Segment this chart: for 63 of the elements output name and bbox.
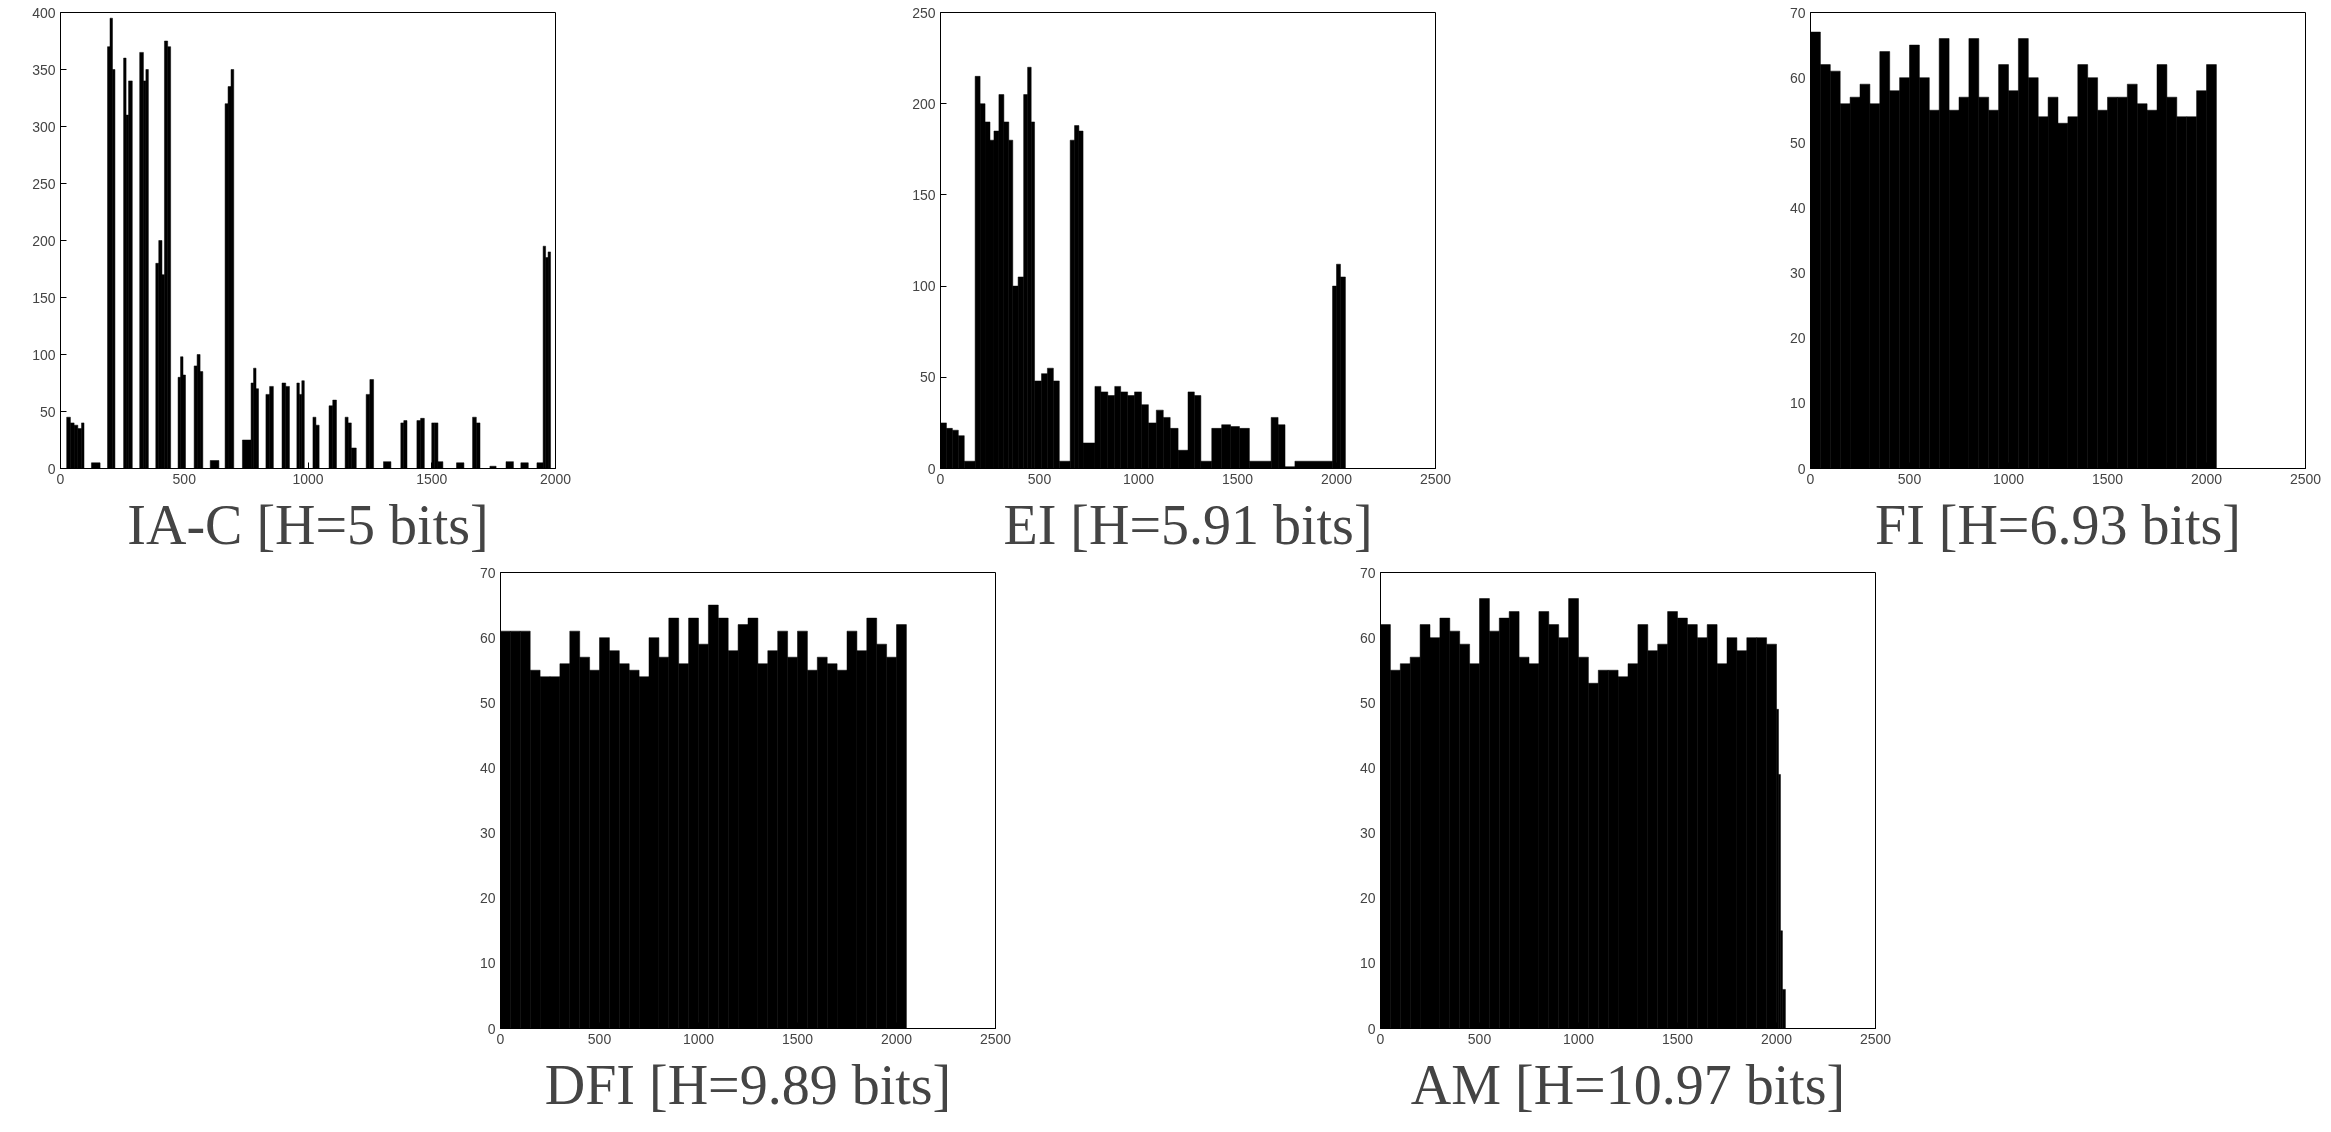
- text: DFI [H=9.89 bits]: [544, 1053, 952, 1116]
- y-tick-label: 60: [479, 629, 496, 646]
- y-tick-label: 40: [1789, 199, 1806, 216]
- x-tick-label: 1000: [682, 1030, 715, 1047]
- x-tick-label: 2500: [979, 1030, 1012, 1047]
- text: IA-C [H=5 bits]: [127, 493, 489, 556]
- x-tick-label: 500: [1467, 1030, 1492, 1047]
- x-tick-label: 2500: [1859, 1030, 1892, 1047]
- x-tick-label: 2000: [1320, 470, 1353, 487]
- y-tick-label: 50: [39, 403, 56, 420]
- y-tick-label: 200: [32, 232, 56, 249]
- y-tick-label: 150: [912, 186, 936, 203]
- y-tick-label: 20: [1359, 890, 1376, 907]
- y-tick-label: 250: [912, 4, 936, 21]
- y-tick-label: 30: [1789, 265, 1806, 282]
- x-tick-label: 1500: [781, 1030, 814, 1047]
- x-tick-label: 500: [172, 470, 197, 487]
- y-tick-label: 100: [912, 278, 936, 295]
- y-tick-label: 60: [1359, 629, 1376, 646]
- x-tick-label: 2000: [2190, 470, 2223, 487]
- x-tick-label: 1500: [1221, 470, 1254, 487]
- x-tick-label: 1000: [292, 470, 324, 487]
- x-tick-label: 1000: [1562, 1030, 1595, 1047]
- y-tick-label: 10: [1789, 395, 1806, 412]
- text: EI [H=5.91 bits]: [1003, 493, 1373, 556]
- y-tick-label: 70: [1359, 564, 1376, 581]
- x-tick-label: 500: [587, 1030, 612, 1047]
- x-tick-label: 500: [1027, 470, 1052, 487]
- x-tick-label: 2500: [2289, 470, 2322, 487]
- y-tick-label: 50: [1789, 134, 1806, 151]
- y-tick-label: 70: [1789, 4, 1806, 21]
- x-tick-label: 2000: [539, 470, 572, 487]
- y-tick-label: 400: [32, 4, 56, 21]
- y-tick-label: 10: [1359, 955, 1376, 972]
- y-tick-label: 150: [32, 289, 56, 306]
- y-tick-label: 40: [479, 759, 496, 776]
- x-tick-label: 1500: [2091, 470, 2124, 487]
- x-tick-label: 1500: [416, 470, 448, 487]
- x-tick-label: 1000: [1122, 470, 1155, 487]
- x-tick-label: 2000: [1760, 1030, 1793, 1047]
- y-tick-label: 10: [479, 955, 496, 972]
- y-tick-label: 20: [1789, 330, 1806, 347]
- x-tick-label: 1500: [1661, 1030, 1694, 1047]
- y-tick-label: 30: [479, 825, 496, 842]
- y-tick-label: 350: [32, 61, 56, 78]
- y-tick-label: 60: [1789, 69, 1806, 86]
- y-tick-label: 250: [32, 175, 56, 192]
- y-tick-label: 40: [1359, 759, 1376, 776]
- y-tick-label: 100: [32, 346, 56, 363]
- x-tick-label: 2000: [880, 1030, 913, 1047]
- y-tick-label: 70: [479, 564, 496, 581]
- text: AM [H=10.97 bits]: [1410, 1053, 1846, 1116]
- y-tick-label: 200: [912, 95, 936, 112]
- y-tick-label: 50: [919, 369, 936, 386]
- y-tick-label: 20: [479, 890, 496, 907]
- y-tick-label: 50: [479, 694, 496, 711]
- x-tick-label: 1000: [1992, 470, 2025, 487]
- x-tick-label: 2500: [1419, 470, 1452, 487]
- y-tick-label: 30: [1359, 825, 1376, 842]
- y-tick-label: 300: [32, 118, 56, 135]
- text: FI [H=6.93 bits]: [1874, 493, 2242, 556]
- x-tick-label: 500: [1897, 470, 1922, 487]
- y-tick-label: 50: [1359, 694, 1376, 711]
